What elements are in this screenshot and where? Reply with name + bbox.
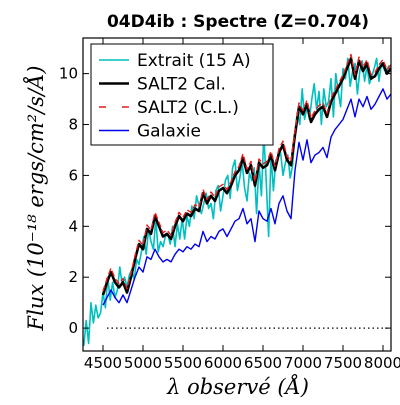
series-group <box>83 53 391 346</box>
legend-label: SALT2 Cal. <box>137 75 226 95</box>
x-tick-label: 6000 <box>204 354 242 372</box>
legend-label: Galaxie <box>137 122 201 142</box>
x-tick-label: 8000 <box>364 354 400 372</box>
legend-label: SALT2 (C.L.) <box>137 98 239 118</box>
series-salt2-cl-line <box>102 53 391 292</box>
ticks: 4500 5000 5500 6000 6500 7000 7500 8000 0 2 4 6 8 10 <box>59 38 400 372</box>
legend-entry-galaxie: Galaxie <box>99 122 201 142</box>
x-tick-label: 7500 <box>324 354 362 372</box>
y-tick-label: 8 <box>68 116 78 134</box>
y-axis-label: Flux (10⁻¹⁸ ergs/cm²/s/Å) <box>23 66 48 332</box>
legend-entry-salt2-cal: SALT2 Cal. <box>99 75 226 95</box>
y-tick-label: 2 <box>68 268 78 286</box>
legend: Extrait (15 A) SALT2 Cal. SALT2 (C.L.) Gala… <box>90 43 274 146</box>
y-tick-label: 4 <box>68 217 78 235</box>
y-tick-label: 0 <box>68 319 78 337</box>
series-salt2-cal-line <box>101 57 391 296</box>
legend-entry-salt2-cl: SALT2 (C.L.) <box>99 98 239 118</box>
y-tick-label: 10 <box>59 65 78 83</box>
series-galaxie-line <box>102 88 391 306</box>
x-tick-label: 6500 <box>244 354 282 372</box>
axes <box>82 37 392 352</box>
x-axis-label: λ observé (Å) <box>166 374 309 399</box>
x-tick-label: 4500 <box>84 354 122 372</box>
y-tick-label: 6 <box>68 166 78 184</box>
x-tick-label: 7000 <box>284 354 322 372</box>
x-tick-label: 5000 <box>124 354 162 372</box>
legend-entry-extrait: Extrait (15 A) <box>99 51 251 71</box>
legend-label: Extrait (15 A) <box>137 51 251 71</box>
series-extrait-line <box>83 57 391 346</box>
plot-frame <box>82 37 392 352</box>
x-tick-label: 5500 <box>164 354 202 372</box>
chart-title: 04D4ib : Spectre (Z=0.704) <box>107 12 369 32</box>
legend-box <box>90 43 274 146</box>
